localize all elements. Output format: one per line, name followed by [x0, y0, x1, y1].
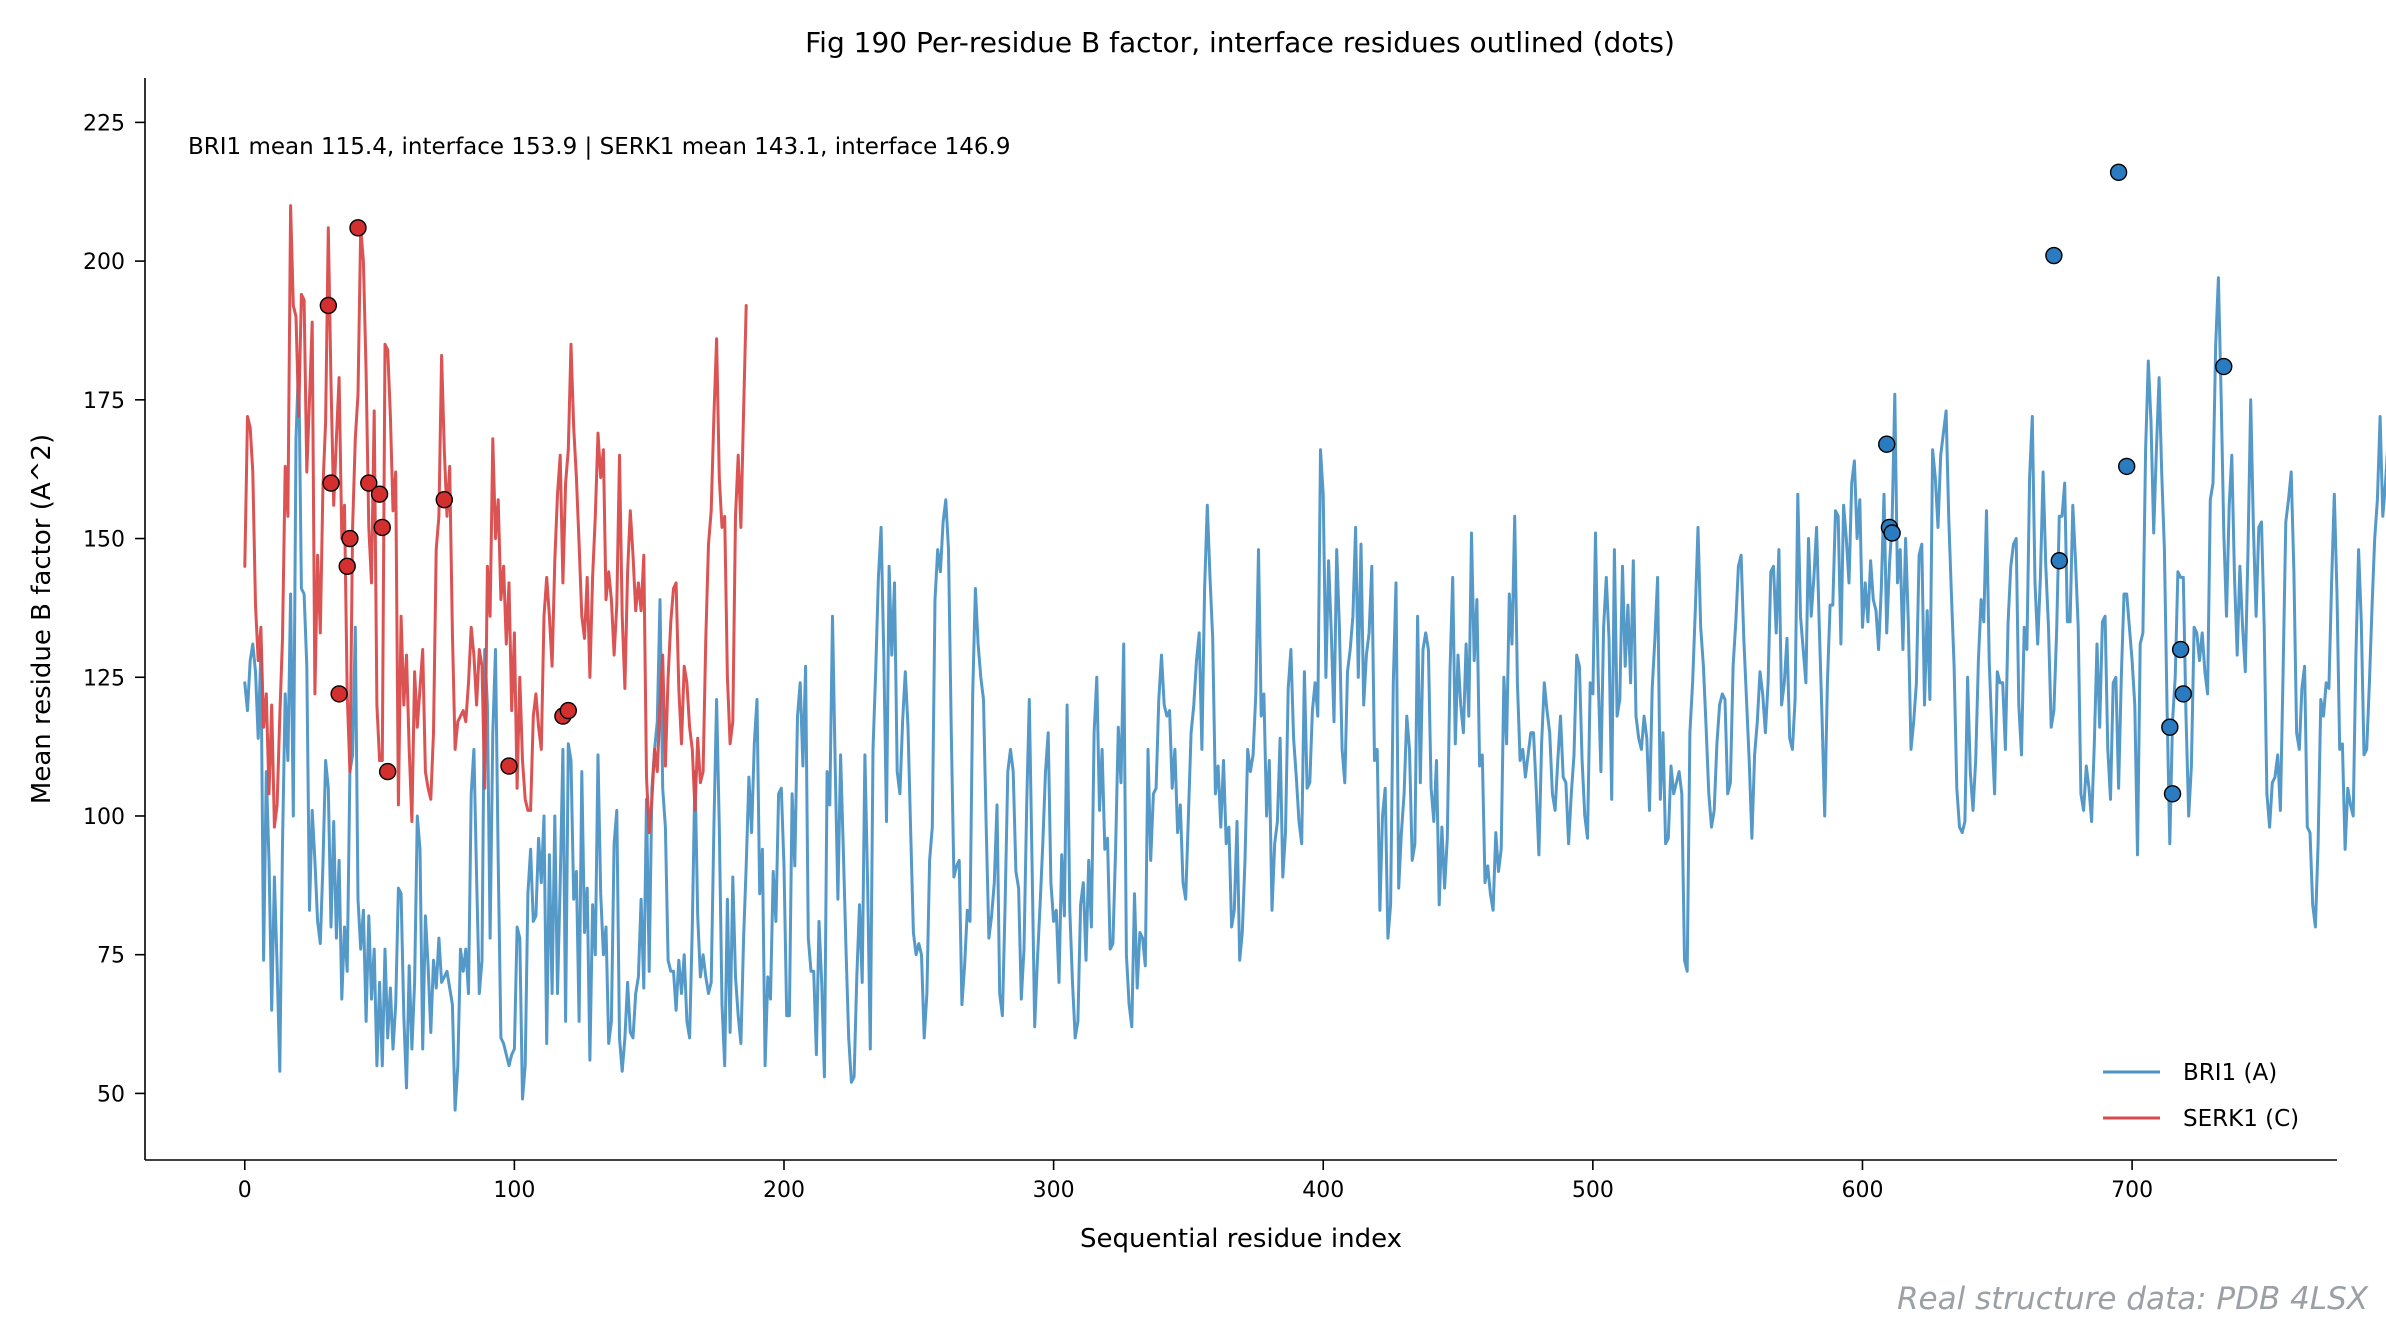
- interface-dot: [370, 485, 389, 503]
- legend-label: SERK1 (C): [2183, 1106, 2299, 1132]
- interface-dot: [338, 557, 356, 575]
- interface-dot: [500, 757, 518, 775]
- interface-dot: [2045, 246, 2063, 265]
- interface-dot: [322, 474, 340, 492]
- legend-label: BRI1 (A): [2183, 1060, 2277, 1086]
- interface-dot: [2215, 357, 2233, 376]
- plot-area: [243, 163, 2386, 1112]
- y-tick-label: 125: [83, 666, 125, 691]
- interface-dot: [319, 296, 338, 315]
- interface-dot: [378, 762, 397, 781]
- y-tick-label: 100: [83, 805, 125, 830]
- x-tick-label: 100: [493, 1178, 535, 1203]
- interface-dot: [2174, 685, 2193, 703]
- interface-dot: [330, 685, 348, 703]
- interface-dot: [349, 219, 367, 237]
- y-tick-label: 200: [83, 250, 125, 275]
- x-tick-label: 200: [763, 1178, 805, 1203]
- interface-dot: [435, 491, 453, 509]
- interface-dot: [1883, 524, 1901, 542]
- y-tick-label: 175: [83, 389, 125, 414]
- x-tick-label: 700: [2111, 1178, 2153, 1203]
- x-tick-label: 300: [1033, 1178, 1075, 1203]
- y-tick-label: 225: [83, 111, 125, 136]
- x-tick-label: 500: [1572, 1178, 1614, 1203]
- y-tick-label: 50: [97, 1082, 125, 1107]
- chart-annotation: BRI1 mean 115.4, interface 153.9 | SERK1…: [188, 134, 1010, 160]
- interface-dot: [2109, 163, 2128, 182]
- y-axis-label: Mean residue B factor (A^2): [27, 434, 57, 804]
- legend: BRI1 (A) SERK1 (C): [2103, 1060, 2299, 1132]
- interface-dot: [2050, 552, 2068, 570]
- x-axis-label: Sequential residue index: [1080, 1224, 1402, 1254]
- interface-dot: [360, 474, 378, 492]
- interface-dot: [373, 518, 391, 537]
- interface-dot: [2163, 785, 2182, 803]
- interface-dot: [1878, 435, 1896, 453]
- watermark-text: Real structure data: PDB 4LSX: [1896, 1281, 2368, 1317]
- y-tick-label: 75: [97, 944, 125, 969]
- series-line-bri1: [243, 276, 2386, 1112]
- chart-title: Fig 190 Per-residue B factor, interface …: [805, 26, 1675, 59]
- interface-dot: [2171, 640, 2190, 659]
- x-tick-label: 0: [238, 1178, 252, 1203]
- x-tick-label: 600: [1841, 1178, 1883, 1203]
- interface-dot: [2161, 718, 2179, 736]
- interface-dot: [559, 701, 578, 720]
- y-tick-label: 150: [83, 528, 125, 553]
- axes: 0 100 200 300 400 500 600 700 50 75 100 125 150 175 20…: [83, 78, 2337, 1203]
- series-line-serk1: [243, 204, 748, 835]
- interface-dot: [2117, 457, 2136, 476]
- interface-dot: [341, 529, 359, 548]
- x-tick-label: 400: [1302, 1178, 1344, 1203]
